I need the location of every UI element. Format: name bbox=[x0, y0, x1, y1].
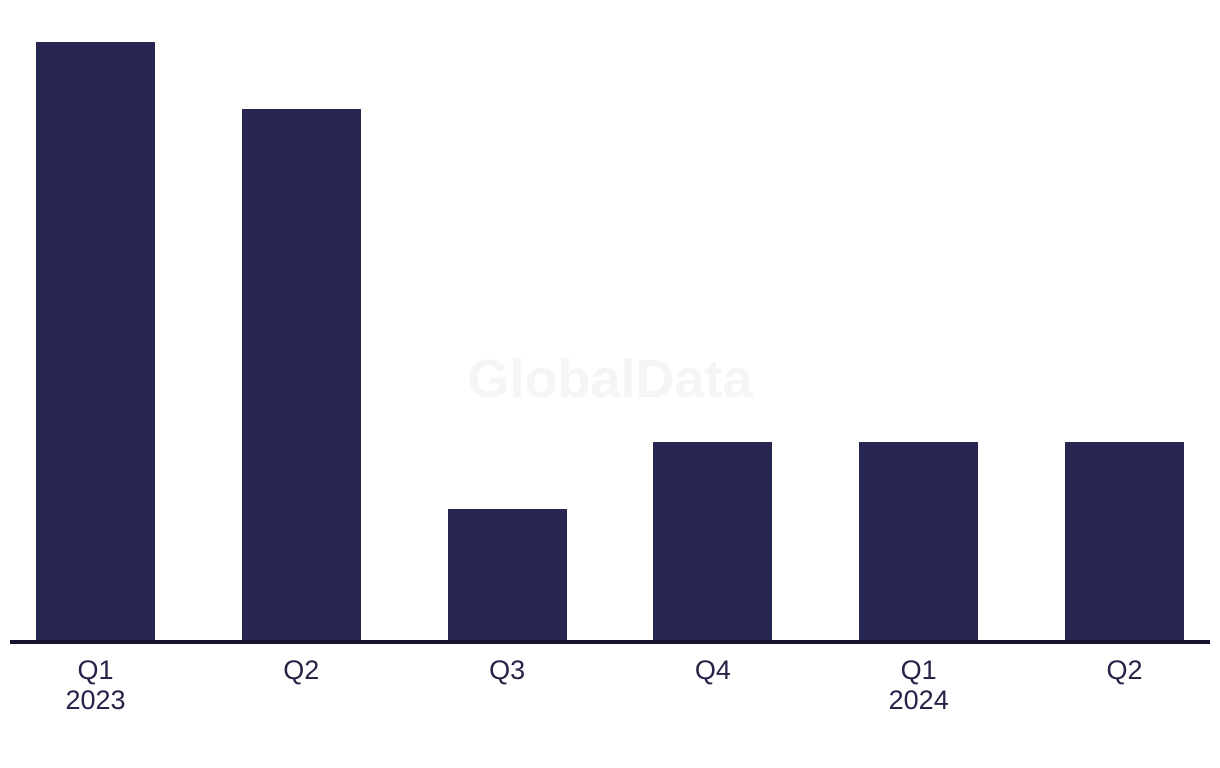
x-axis-line bbox=[10, 640, 1210, 644]
plot-area bbox=[36, 21, 1184, 641]
bar-q3 bbox=[447, 509, 567, 641]
year-label: 2023 bbox=[65, 685, 126, 715]
bar-q2 bbox=[1064, 442, 1184, 641]
x-tick-label: Q2 bbox=[1025, 655, 1220, 685]
bar-q4 bbox=[653, 442, 773, 641]
bar-q1-2024 bbox=[859, 442, 979, 641]
quarter-label: Q2 bbox=[1106, 655, 1143, 685]
quarter-label: Q2 bbox=[283, 655, 320, 685]
x-tick-label: Q1 2024 bbox=[819, 655, 1019, 715]
year-label: 2024 bbox=[888, 685, 949, 715]
x-tick-label: Q3 bbox=[407, 655, 607, 685]
x-tick-label: Q4 bbox=[613, 655, 813, 685]
quarter-label: Q1 bbox=[900, 655, 937, 685]
x-tick-label: Q2 bbox=[201, 655, 401, 685]
quarter-label: Q4 bbox=[694, 655, 731, 685]
quarter-label: Q3 bbox=[489, 655, 526, 685]
x-tick-label: Q1 2023 bbox=[0, 655, 196, 715]
bar-q1-2023 bbox=[36, 42, 155, 641]
bar-q2 bbox=[241, 109, 361, 641]
x-axis-labels: Q1 2023 Q2 Q3 Q4 Q1 2024 Q2 bbox=[0, 655, 1220, 725]
quarter-label: Q1 bbox=[77, 655, 114, 685]
